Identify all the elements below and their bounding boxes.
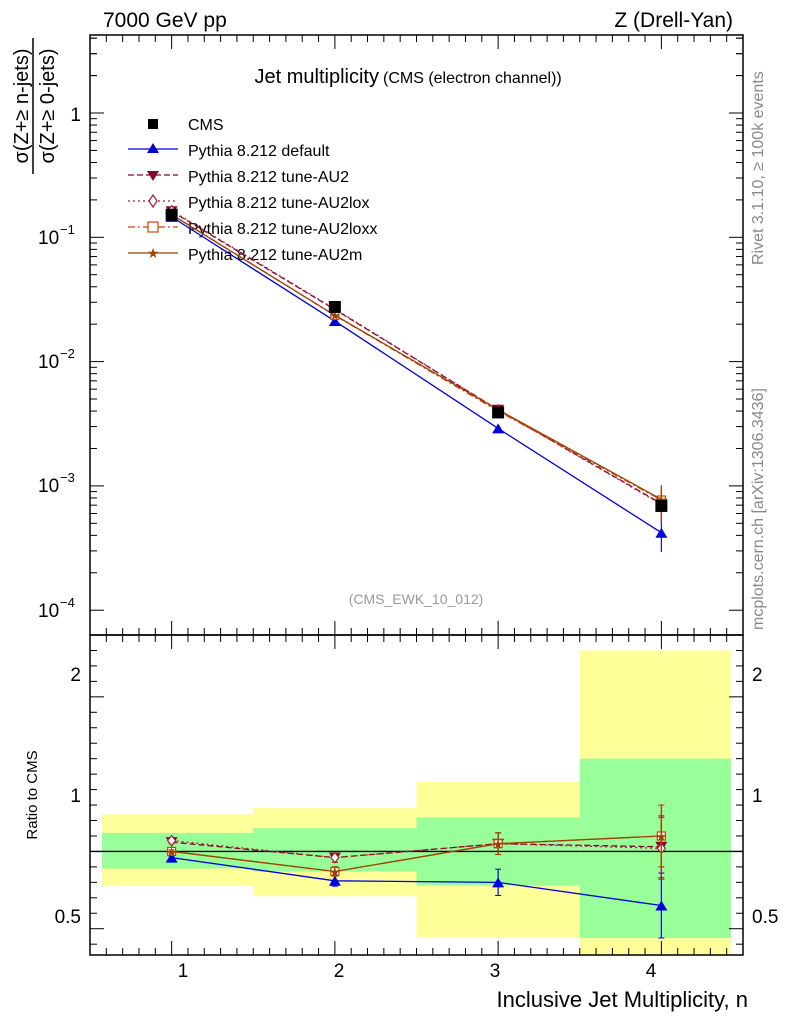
svg-text:10: 10 [38,228,59,249]
header-left: 7000 GeV pp [103,9,227,32]
legend-entry-cms: CMS [148,117,224,134]
legend-marker-star: ★ [147,245,160,261]
ratio-y-tick-label: 2 [752,665,763,686]
plot-subtitle: (CMS (electron channel)) [383,70,562,87]
cms-data-point [165,208,178,221]
legend-label: CMS [188,117,224,134]
point-star: ★ [492,837,504,852]
point-triangle-up [165,852,178,863]
svg-text:−3: −3 [60,470,75,485]
point-triangle-up [492,877,505,888]
ratio-ylabel: Ratio to CMS [24,750,41,839]
ratio-series: ★ ★ ★ ★ [165,804,668,939]
legend-label: Pythia 8.212 tune-AU2loxx [188,221,377,238]
point-triangle-up [328,316,341,327]
cms-data-group [165,208,668,512]
ratio-y-tick-label: 2 [70,665,81,686]
main-y-tick-label: 10 −1 [38,222,75,249]
ratio-y-tick-label: 1 [70,786,81,807]
uncertainty-band-green [102,832,254,869]
ratio-series-line [171,835,662,873]
main-series-line [171,214,662,500]
main-y-tick-label: 10 −4 [38,595,75,622]
point-star: ★ [656,829,668,844]
ratio-y-tick-label: 0.5 [55,907,81,928]
point-star: ★ [329,865,341,880]
point-triangle-up [655,900,668,911]
side-label-bottom: mcplots.cern.ch [arXiv:1306.3436] [750,388,767,630]
ratio-series-line [171,856,662,907]
main-ylabel: σ(Z+≥ n-jets) σ(Z+≥ 0-jets) [11,38,59,174]
svg-text:−4: −4 [60,595,75,610]
legend-label: Pythia 8.212 tune-AU2lox [188,195,369,212]
point-diamond [330,851,340,864]
main-series: ★★★★ [165,204,668,552]
point-diamond [166,834,177,847]
analysis-tag: (CMS_EWK_10_012) [349,591,484,607]
point-triangle-up [492,423,505,434]
cms-data-point [492,406,505,419]
legend-marker-square [148,119,158,129]
main-y-tick-label: 10 −2 [38,346,75,373]
x-tick-label: 4 [646,961,657,982]
legend-marker-square-open [147,221,159,233]
main-y-tick-labels: 1 10 −1 10 −2 10 −3 10 −4 [38,105,81,622]
side-label-top: Rivet 3.1.10, ≥ 100k events [750,71,767,265]
main-ylabel-denominator: σ(Z+≥ 0-jets) [37,49,59,164]
main-series-line [171,210,662,505]
point-star: ★ [656,492,668,507]
x-tick-label: 3 [490,961,501,982]
x-axis-label: Inclusive Jet Multiplicity, n [497,987,748,1012]
axes [89,34,744,956]
main-ylabel-numerator: σ(Z+≥ n-jets) [11,49,33,164]
ratio-y-tick-label: 1 [752,786,763,807]
main-y-tick-label: 10 −3 [38,470,75,497]
ratio-series-group: ★ ★ ★ ★ [166,804,668,880]
svg-text:−1: −1 [60,222,75,237]
x-tick-labels: 1 2 3 4 [178,961,657,982]
cms-data-point [328,300,341,313]
svg-text:10: 10 [38,352,59,373]
svg-text:10: 10 [38,476,59,497]
plot-title: Jet multiplicity [255,66,379,88]
ratio-bands [90,650,743,955]
x-tick-label: 1 [178,961,189,982]
header-right: Z (Drell-Yan) [614,9,733,32]
point-star: ★ [166,844,178,859]
legend: CMS Pythia 8.212 default Pythia 8.212 tu… [128,117,377,264]
legend-marker-diamond [148,193,158,209]
legend-entry-au2loxx: Pythia 8.212 tune-AU2loxx [128,221,377,238]
svg-text:−2: −2 [60,346,75,361]
ratio-y-tick-labels-left: 0.5 1 2 [55,665,81,928]
ratio-series-line [171,839,662,859]
x-tick-label: 2 [334,961,345,982]
legend-label: Pythia 8.212 tune-AU2 [188,169,349,186]
ratio-y-tick-label: 0.5 [752,907,778,928]
main-series-line [171,216,662,534]
cms-data-point [655,499,668,512]
legend-marker-triangle-up [147,143,159,153]
legend-label: Pythia 8.212 default [188,143,330,160]
point-star: ★ [329,308,341,323]
legend-label: Pythia 8.212 tune-AU2m [188,247,362,264]
point-triangle-up [328,875,341,886]
ratio-y-tick-labels-right: 0.5 1 2 [752,665,778,928]
legend-marker-triangle-down [147,171,159,181]
point-triangle-up [655,527,668,538]
svg-text:10: 10 [38,601,59,622]
main-y-tick-label: 1 [70,105,81,126]
legend-entry-default: Pythia 8.212 default [128,143,330,160]
legend-entry-au2: Pythia 8.212 tune-AU2 [128,169,349,186]
legend-entry-au2lox: Pythia 8.212 tune-AU2lox [128,193,369,212]
